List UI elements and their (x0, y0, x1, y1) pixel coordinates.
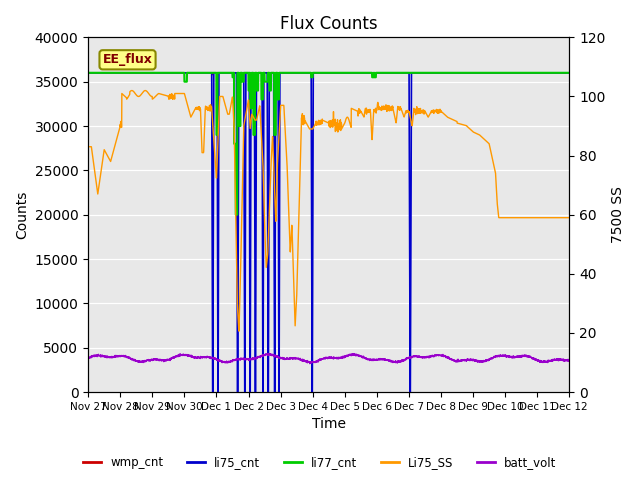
wmp_cnt (504, 70, 512, 76)
li77_cnt (168, 70, 175, 76)
batt_volt (306, 361, 314, 367)
batt_volt (168, 356, 175, 361)
li75_cnt (566, 70, 573, 76)
Li75_SS (168, 91, 175, 96)
wmp_cnt (84, 70, 92, 76)
Li75_SS (235, 328, 243, 334)
li77_cnt (566, 70, 573, 76)
wmp_cnt (566, 70, 573, 76)
Li75_SS (139, 89, 147, 95)
batt_volt (290, 355, 298, 361)
li75_cnt (504, 70, 512, 76)
Line: batt_volt: batt_volt (88, 354, 570, 364)
X-axis label: Time: Time (312, 418, 346, 432)
li75_cnt (209, 389, 216, 395)
Line: li75_cnt: li75_cnt (88, 73, 570, 392)
li77_cnt (232, 212, 239, 217)
Li75_SS (269, 143, 277, 148)
wmp_cnt (168, 70, 175, 76)
li77_cnt (290, 70, 298, 76)
li77_cnt (556, 70, 564, 76)
li77_cnt (504, 70, 512, 76)
Title: Flux Counts: Flux Counts (280, 15, 378, 33)
wmp_cnt (139, 70, 147, 76)
li75_cnt (168, 70, 175, 76)
Li75_SS (141, 88, 149, 94)
batt_volt (504, 353, 512, 359)
li75_cnt (269, 70, 276, 76)
Line: Li75_SS: Li75_SS (88, 91, 570, 331)
li77_cnt (84, 70, 92, 76)
Li75_SS (556, 215, 564, 221)
Legend: wmp_cnt, li75_cnt, li77_cnt, Li75_SS, batt_volt: wmp_cnt, li75_cnt, li77_cnt, Li75_SS, ba… (79, 452, 561, 474)
wmp_cnt (269, 70, 276, 76)
Li75_SS (504, 215, 512, 221)
Line: wmp_cnt: wmp_cnt (88, 73, 570, 74)
li75_cnt (84, 70, 92, 76)
batt_volt (556, 357, 564, 362)
batt_volt (84, 356, 92, 361)
Li75_SS (566, 215, 573, 221)
Line: li77_cnt: li77_cnt (88, 73, 570, 215)
wmp_cnt (290, 70, 298, 76)
li77_cnt (139, 70, 147, 76)
Li75_SS (84, 144, 92, 150)
wmp_cnt (556, 70, 564, 76)
li75_cnt (290, 70, 298, 76)
batt_volt (566, 358, 573, 363)
li75_cnt (556, 70, 564, 76)
li75_cnt (139, 70, 147, 76)
li77_cnt (269, 70, 276, 76)
Y-axis label: Counts: Counts (15, 191, 29, 239)
Li75_SS (290, 285, 298, 291)
batt_volt (269, 352, 276, 358)
Y-axis label: 7500 SS: 7500 SS (611, 186, 625, 243)
wmp_cnt (209, 72, 216, 77)
batt_volt (264, 351, 271, 357)
Text: EE_flux: EE_flux (102, 53, 152, 66)
batt_volt (139, 360, 147, 365)
